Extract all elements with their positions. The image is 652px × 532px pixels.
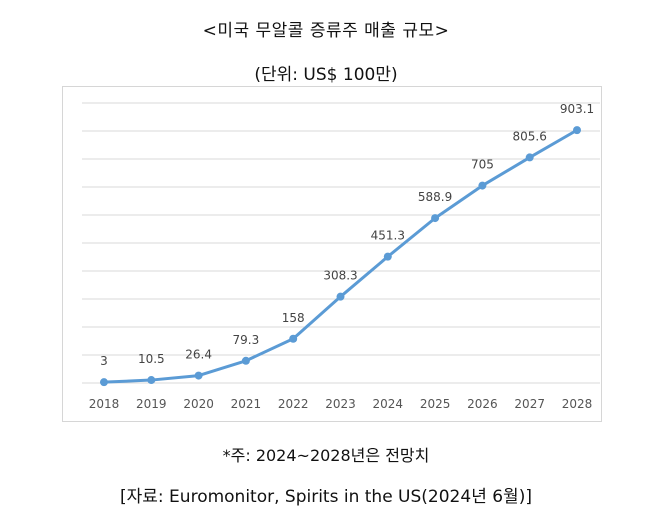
x-tick-label: 2027 [514,397,545,411]
data-label: 308.3 [323,269,357,283]
data-label: 805.6 [513,129,547,143]
x-tick-label: 2025 [420,397,451,411]
gridlines [82,102,600,384]
data-label: 3 [100,354,108,368]
data-label: 158 [282,311,305,325]
source-note: [자료: Euromonitor, Spirits in the US(2024… [120,487,532,507]
x-tick-label: 2026 [467,397,498,411]
data-label: 705 [471,158,494,172]
data-label: 903.1 [560,102,594,116]
data-label: 79.3 [233,333,260,347]
data-point [147,376,156,385]
forecast-note: *주: 2024~2028년은 전망치 [222,446,430,465]
chart-unit: (단위: US$ 100만) [254,65,398,85]
data-label: 588.9 [418,190,452,204]
data-point [573,126,581,135]
x-tick-label: 2022 [278,397,309,411]
data-point [241,356,250,365]
data-labels: 3 10.5 26.4 79.3 158 308.3 451.3 588.9 705 805.6 9… [100,102,594,368]
x-tick-label: 2024 [373,397,404,411]
data-points [100,126,581,387]
x-tick-label: 2018 [89,397,120,411]
x-tick-labels: 2018 2019 2020 2021 2022 2023 2024 2025 2026 2027… [89,397,593,411]
data-point [100,378,108,387]
data-point [289,334,298,343]
data-label: 10.5 [138,352,165,366]
data-point [336,292,345,301]
x-tick-label: 2020 [183,397,214,411]
data-point [383,252,392,261]
data-point [431,214,440,223]
chart-title: <미국 무알콜 증류주 매출 규모> [202,21,450,41]
data-label: 451.3 [371,229,405,243]
data-label: 26.4 [185,348,212,362]
data-point [525,153,534,162]
data-point [194,371,203,380]
series-line-group [103,128,578,384]
chart-frame [62,86,602,422]
x-tick-label: 2028 [562,397,593,411]
x-tick-label: 2023 [325,397,356,411]
x-tick-label: 2019 [136,397,167,411]
data-point [478,181,487,190]
x-tick-label: 2021 [231,397,262,411]
series-line [103,128,578,384]
